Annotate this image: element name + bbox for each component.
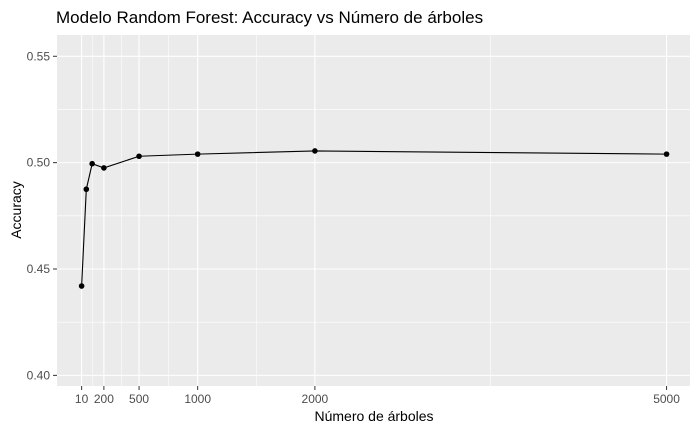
x-tick-label: 10 bbox=[75, 392, 89, 406]
minor-gridlines bbox=[57, 35, 690, 386]
x-tick-label: 200 bbox=[94, 392, 114, 406]
y-tick-label: 0.40 bbox=[27, 368, 51, 382]
x-tick-label: 2000 bbox=[302, 392, 329, 406]
y-tick-label: 0.45 bbox=[27, 262, 51, 276]
x-tick-label: 500 bbox=[129, 392, 149, 406]
data-point bbox=[89, 160, 95, 167]
data-point bbox=[83, 186, 90, 193]
y-axis-title: Accuracy bbox=[8, 181, 24, 239]
data-point bbox=[663, 151, 670, 157]
axis-ticks: 10 200 500 1000 2000 5000 0.40 0.45 0.50 0.55 bbox=[27, 49, 681, 406]
series-line bbox=[81, 150, 667, 287]
plot-panel bbox=[57, 35, 690, 386]
data-point bbox=[101, 165, 107, 171]
data-point bbox=[194, 151, 201, 157]
x-tick-label: 5000 bbox=[653, 392, 680, 406]
chart-title: Modelo Random Forest: Accuracy vs Número… bbox=[56, 8, 483, 27]
x-tick-label: 1000 bbox=[184, 392, 211, 406]
data-point bbox=[78, 283, 85, 289]
series-layer bbox=[78, 148, 670, 289]
y-tick-label: 0.50 bbox=[27, 156, 51, 170]
data-point bbox=[312, 148, 318, 154]
data-point bbox=[136, 153, 142, 160]
y-tick-label: 0.55 bbox=[27, 49, 51, 63]
major-gridlines bbox=[57, 35, 690, 386]
x-axis-title: Número de árboles bbox=[314, 408, 433, 424]
